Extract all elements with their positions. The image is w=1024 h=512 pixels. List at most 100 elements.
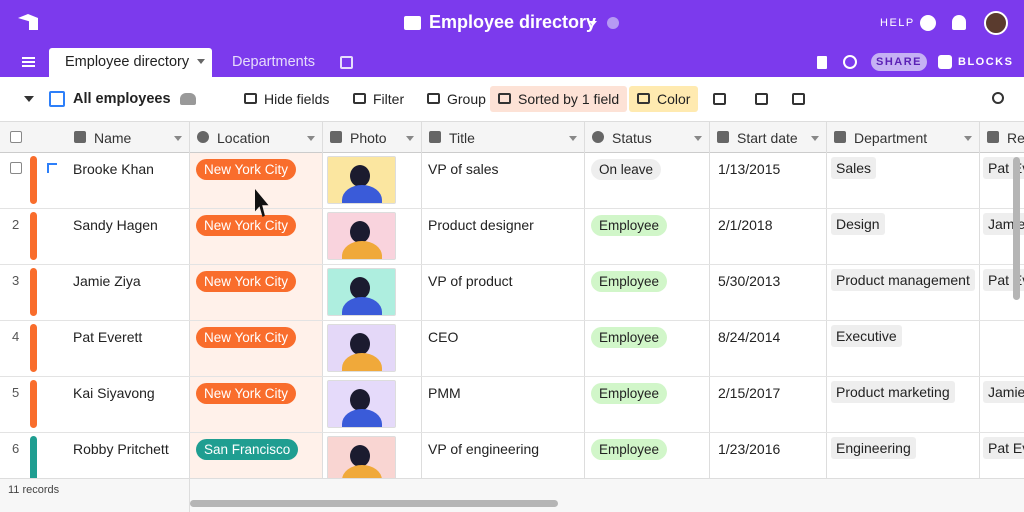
title-cell[interactable]: VP of engineering xyxy=(428,441,540,457)
column-header[interactable]: Rep xyxy=(979,122,1024,152)
column-name: Photo xyxy=(350,130,387,146)
avatar[interactable] xyxy=(984,11,1008,35)
row-color-bar xyxy=(30,156,37,204)
button-icon xyxy=(244,93,257,104)
name-cell[interactable]: Jamie Ziya xyxy=(73,273,141,289)
name-cell[interactable]: Kai Siyavong xyxy=(73,385,155,401)
column-name: Name xyxy=(94,130,132,146)
row-border xyxy=(0,208,1024,209)
location-pill[interactable]: San Francisco xyxy=(196,439,299,460)
row-color-bar xyxy=(30,212,37,260)
start-date-cell[interactable]: 1/23/2016 xyxy=(718,441,781,457)
expand-icon[interactable] xyxy=(47,163,57,173)
start-date-cell[interactable]: 2/15/2017 xyxy=(718,385,781,401)
blocks-icon[interactable] xyxy=(938,55,952,69)
status-pill[interactable]: Employee xyxy=(591,327,668,348)
filter-button[interactable]: Filter xyxy=(345,86,412,112)
horizontal-scrollbar[interactable] xyxy=(190,500,558,507)
status-pill[interactable]: On leave xyxy=(591,159,662,180)
name-cell[interactable]: Robby Pritchett xyxy=(73,441,169,457)
title-cell[interactable]: VP of sales xyxy=(428,161,499,177)
color-button[interactable]: Color xyxy=(629,86,699,112)
bell-icon[interactable] xyxy=(952,15,966,30)
status-pill[interactable]: Employee xyxy=(591,215,668,236)
photo-thumbnail[interactable] xyxy=(327,436,396,484)
help-link[interactable]: HELP xyxy=(880,17,915,29)
column-name: Rep xyxy=(1007,130,1024,146)
history-icon[interactable] xyxy=(843,55,857,69)
department-pill[interactable]: Sales xyxy=(831,157,877,179)
column-divider xyxy=(322,122,323,478)
department-pill[interactable]: Product marketing xyxy=(831,381,955,403)
menu-icon[interactable] xyxy=(22,57,35,67)
row-checkbox[interactable] xyxy=(10,162,22,174)
photo-thumbnail[interactable] xyxy=(327,324,396,372)
location-pill[interactable]: New York City xyxy=(196,271,297,292)
name-cell[interactable]: Sandy Hagen xyxy=(73,217,158,233)
column-name: Title xyxy=(449,130,475,146)
department-pill[interactable]: Design xyxy=(831,213,885,235)
column-header[interactable]: Status xyxy=(584,122,709,152)
row-number: 3 xyxy=(12,273,20,288)
tab-active[interactable]: Employee directory xyxy=(49,48,212,77)
toolbar-icon[interactable] xyxy=(755,93,768,105)
hide-fields-button[interactable]: Hide fields xyxy=(236,86,337,112)
location-pill[interactable]: New York City xyxy=(196,215,297,236)
start-date-cell[interactable]: 1/13/2015 xyxy=(718,161,781,177)
title-cell[interactable]: PMM xyxy=(428,385,461,401)
department-pill[interactable]: Executive xyxy=(831,325,902,347)
toolbar-icon[interactable] xyxy=(792,93,805,105)
title-cell[interactable]: CEO xyxy=(428,329,459,345)
status-pill[interactable]: Employee xyxy=(591,271,668,292)
column-header[interactable]: Name xyxy=(30,122,189,152)
column-header[interactable]: Photo xyxy=(322,122,421,152)
photo-thumbnail[interactable] xyxy=(327,380,396,428)
column-menu-caret xyxy=(811,136,819,141)
select-all-checkbox[interactable] xyxy=(10,131,22,143)
start-date-cell[interactable]: 2/1/2018 xyxy=(718,217,773,233)
search-icon[interactable] xyxy=(992,92,1004,104)
row-border xyxy=(0,376,1024,377)
field-type-icon xyxy=(592,131,604,143)
view-name[interactable]: All employees xyxy=(73,91,171,107)
vertical-scrollbar[interactable] xyxy=(1013,157,1020,300)
start-date-cell[interactable]: 8/24/2014 xyxy=(718,329,781,345)
sort-button[interactable]: Sorted by 1 field xyxy=(490,86,628,112)
group-button[interactable]: Group xyxy=(419,86,494,112)
toolbar-icon[interactable] xyxy=(713,93,726,105)
department-pill[interactable]: Product management xyxy=(831,269,975,291)
name-cell[interactable]: Pat Everett xyxy=(73,329,143,345)
location-pill[interactable]: New York City xyxy=(196,327,297,348)
footer-divider xyxy=(189,478,190,512)
photo-thumbnail[interactable] xyxy=(327,212,396,260)
status-pill[interactable]: Employee xyxy=(591,383,668,404)
column-header[interactable]: Start date xyxy=(709,122,826,152)
location-pill[interactable]: New York City xyxy=(196,159,297,180)
title-cell[interactable]: Product designer xyxy=(428,217,534,233)
trash-icon[interactable] xyxy=(817,56,827,69)
department-pill[interactable]: Engineering xyxy=(831,437,916,459)
view-caret[interactable] xyxy=(24,96,34,102)
base-title[interactable]: Employee directory xyxy=(429,12,597,32)
photo-thumbnail[interactable] xyxy=(327,156,396,204)
blocks-button[interactable]: BLOCKS xyxy=(958,56,1014,68)
people-icon[interactable] xyxy=(180,93,196,105)
share-button[interactable]: SHARE xyxy=(871,53,927,71)
photo-thumbnail[interactable] xyxy=(327,268,396,316)
help-icon[interactable] xyxy=(920,15,936,31)
reports-to-pill[interactable]: Pat Ev xyxy=(983,437,1024,459)
location-pill[interactable]: New York City xyxy=(196,383,297,404)
button-icon xyxy=(427,93,440,104)
add-tab-icon[interactable] xyxy=(340,56,353,69)
reports-to-pill[interactable]: Jamie xyxy=(983,381,1024,403)
column-header[interactable]: Title xyxy=(421,122,584,152)
status-pill[interactable]: Employee xyxy=(591,439,668,460)
title-cell[interactable]: VP of product xyxy=(428,273,513,289)
name-cell[interactable]: Brooke Khan xyxy=(73,161,154,177)
column-header[interactable]: Department xyxy=(826,122,979,152)
start-date-cell[interactable]: 5/30/2013 xyxy=(718,273,781,289)
column-divider xyxy=(979,122,980,478)
field-type-icon xyxy=(429,131,441,143)
column-header[interactable]: Location xyxy=(189,122,322,152)
tab[interactable]: Departments xyxy=(232,54,316,70)
